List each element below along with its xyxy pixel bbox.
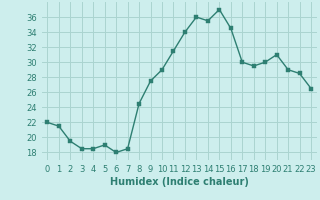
X-axis label: Humidex (Indice chaleur): Humidex (Indice chaleur) <box>110 177 249 187</box>
